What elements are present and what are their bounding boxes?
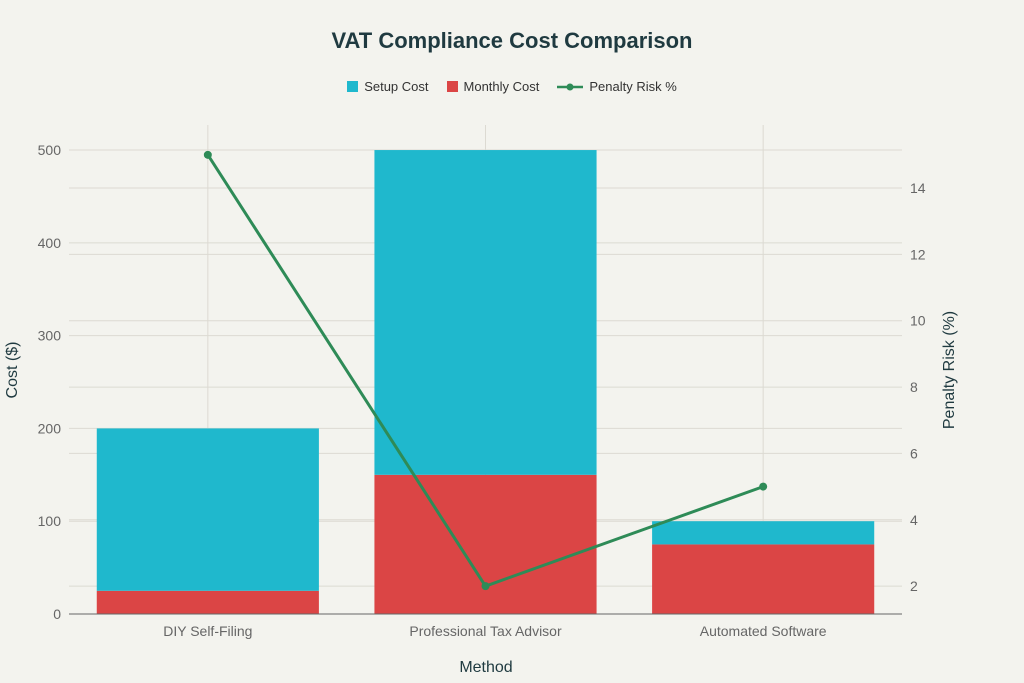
bar-monthly-cost <box>374 474 597 614</box>
x-axis-label: Method <box>459 659 512 676</box>
y-axis-label: Cost ($) <box>4 342 21 399</box>
y2-tick-label: 4 <box>910 512 918 528</box>
y2-axis-label: Penalty Risk (%) <box>941 311 958 429</box>
y2-tick-label: 8 <box>910 379 918 395</box>
x-tick-label: DIY Self-Filing <box>163 623 252 639</box>
y-tick-label: 300 <box>38 328 62 344</box>
y-tick-label: 0 <box>53 606 61 622</box>
bar-setup-cost <box>96 428 319 591</box>
y-tick-label: 200 <box>38 420 62 436</box>
y2-tick-label: 10 <box>910 313 926 329</box>
legend-line-swatch <box>557 83 584 90</box>
y-tick-label: 500 <box>38 142 62 158</box>
legend-swatch <box>347 81 359 92</box>
legend-item-penalty-risk[interactable]: Penalty Risk % <box>557 79 677 94</box>
bar-monthly-cost <box>96 590 319 614</box>
penalty-risk-point <box>203 150 212 159</box>
y2-tick-label: 14 <box>910 180 926 196</box>
y-tick-label: 100 <box>38 513 62 529</box>
x-tick-label: Automated Software <box>700 623 827 639</box>
bar-monthly-cost <box>652 544 875 614</box>
legend-label: Setup Cost <box>364 79 429 94</box>
y-tick-label: 400 <box>38 235 62 251</box>
y2-tick-label: 2 <box>910 578 918 594</box>
legend-label: Monthly Cost <box>463 79 540 94</box>
penalty-risk-point <box>481 582 490 591</box>
y2-tick-label: 12 <box>910 246 926 262</box>
legend-item-setup-cost[interactable]: Setup Cost <box>347 79 429 94</box>
penalty-risk-point <box>759 482 768 491</box>
chart-title: VAT Compliance Cost Comparison <box>331 28 693 53</box>
x-tick-label: Professional Tax Advisor <box>409 623 562 639</box>
legend-item-monthly-cost[interactable]: Monthly Cost <box>446 79 540 94</box>
bar-setup-cost <box>652 521 875 545</box>
legend-label: Penalty Risk % <box>589 79 677 94</box>
legend-swatch <box>446 81 458 92</box>
bar-setup-cost <box>374 150 597 475</box>
legend: Setup Cost Monthly Cost Penalty Risk % <box>0 79 1024 94</box>
y2-tick-label: 6 <box>910 445 918 461</box>
